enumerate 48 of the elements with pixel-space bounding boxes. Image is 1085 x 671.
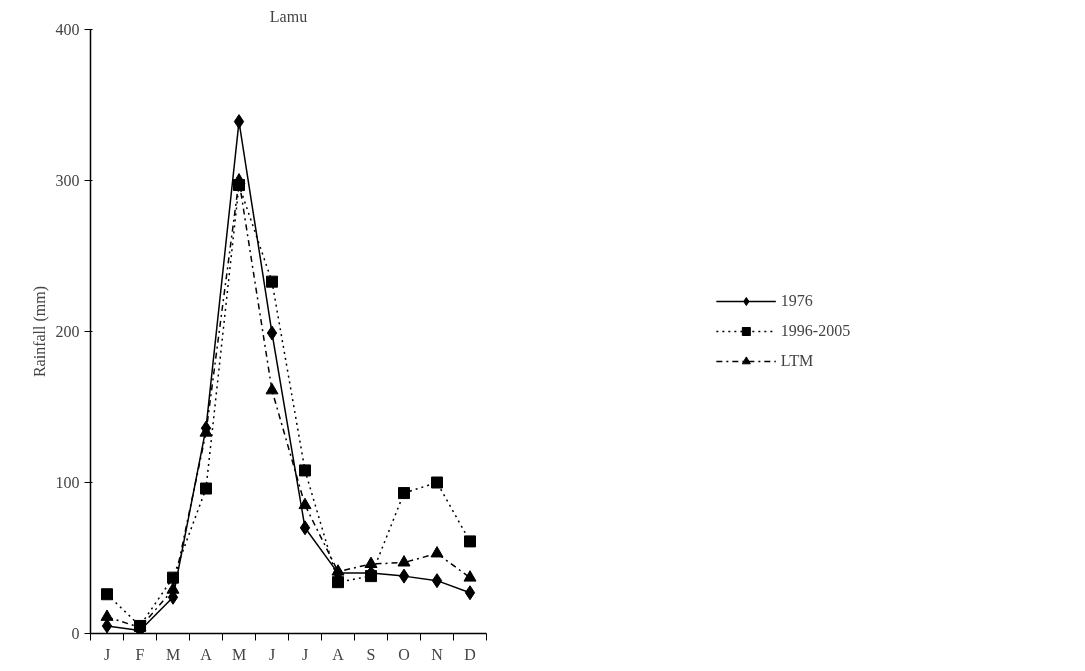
y-tick-label: 200 — [55, 323, 80, 340]
point — [331, 564, 345, 576]
x-tick-label: F — [135, 645, 145, 663]
point — [166, 582, 180, 594]
x-tick-label: M — [165, 645, 181, 663]
point — [431, 573, 443, 589]
point — [464, 535, 476, 548]
point — [431, 476, 443, 489]
point — [299, 520, 311, 536]
point — [298, 497, 312, 510]
point — [101, 588, 113, 601]
point — [200, 482, 212, 495]
y-axis-title: Rainfall (mm) — [30, 285, 49, 378]
x-tick-label: J — [301, 645, 309, 663]
point — [464, 585, 476, 601]
x-tick-label: M — [231, 645, 247, 663]
chart-title: Lamu — [269, 7, 308, 25]
legend-label: 1996-2005 — [780, 322, 851, 340]
point — [430, 546, 444, 558]
y-tick-label: 100 — [55, 474, 80, 491]
point — [266, 275, 278, 288]
x-tick-label: D — [464, 645, 476, 663]
point — [299, 464, 311, 477]
x-tick-label: O — [398, 645, 410, 663]
x-tick-label: S — [366, 645, 376, 663]
legend-label: 1976 — [780, 292, 813, 310]
x-tick-label: A — [332, 645, 345, 663]
point — [364, 556, 378, 568]
x-tick-label: N — [431, 645, 444, 663]
point — [233, 114, 245, 130]
y-tick-label: 300 — [55, 172, 80, 189]
point — [266, 325, 278, 341]
point — [463, 570, 477, 582]
point — [100, 609, 114, 621]
point — [265, 382, 279, 395]
point — [365, 570, 377, 583]
point — [398, 487, 410, 500]
point — [398, 568, 410, 584]
y-tick-label: 400 — [55, 21, 80, 38]
legend-label: LTM — [780, 352, 814, 370]
x-tick-label: J — [268, 645, 276, 663]
x-tick-label: J — [103, 645, 111, 663]
x-tick-label: A — [200, 645, 213, 663]
point — [397, 555, 411, 567]
point — [101, 618, 113, 634]
y-tick-label: 0 — [71, 625, 80, 642]
point — [167, 571, 179, 584]
point — [332, 576, 344, 589]
